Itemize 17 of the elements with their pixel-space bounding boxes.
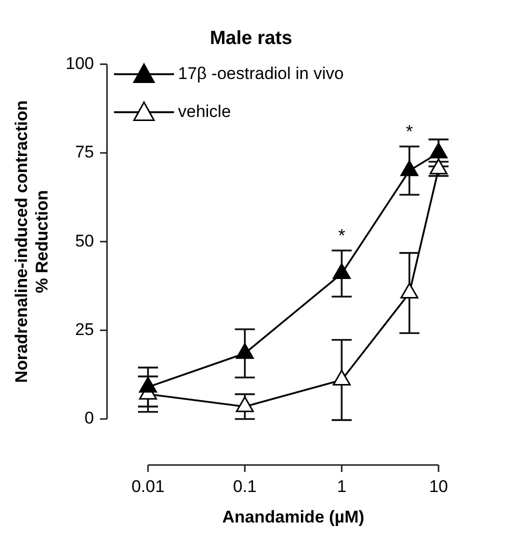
x-tick-label: 0.01 — [131, 476, 165, 496]
x-tick-label: 10 — [429, 476, 448, 496]
text: Noradrenaline-induced contraction — [12, 100, 31, 383]
x-tick-label: 1 — [336, 476, 346, 496]
y-tick-label: 100 — [66, 54, 94, 73]
x-tick-label: 0.1 — [233, 476, 257, 496]
annotation: * — [406, 121, 413, 142]
legend-label: 17β -oestradiol in vivo — [178, 64, 344, 83]
y-tick-label: 0 — [84, 408, 94, 428]
y-tick-label: 75 — [75, 142, 94, 162]
text: % Reduction — [32, 190, 52, 294]
annotation: * — [338, 225, 346, 246]
x-axis-title: Anandamide (µM) — [222, 507, 364, 526]
y-tick-label: 25 — [75, 320, 94, 339]
legend-label: vehicle — [178, 102, 231, 121]
chart-title: Male rats — [210, 28, 292, 50]
y-tick-label: 50 — [75, 231, 94, 250]
